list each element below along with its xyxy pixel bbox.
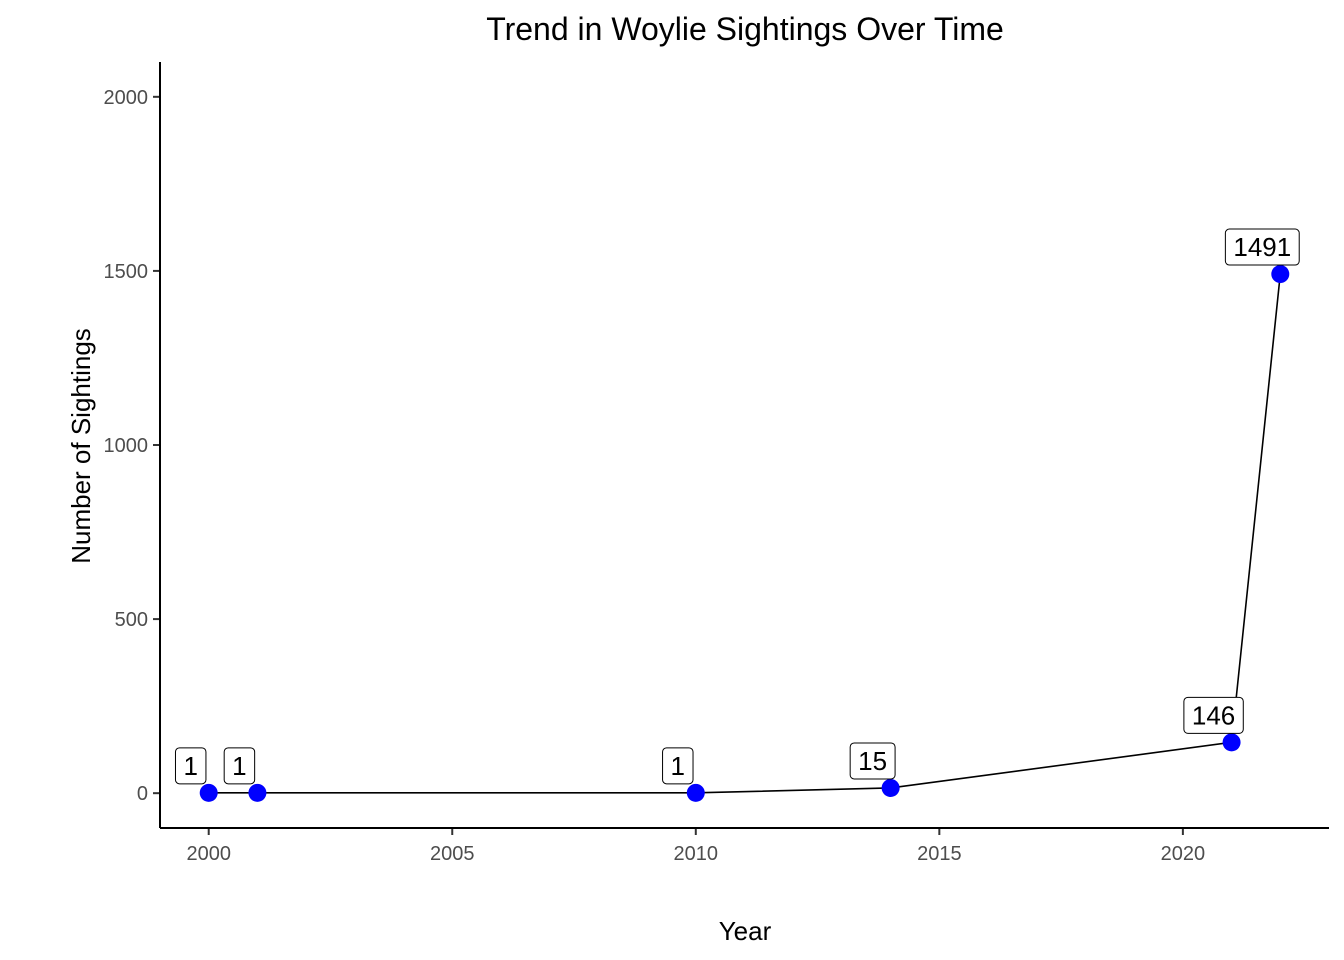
data-label: 1 xyxy=(662,747,694,785)
data-point xyxy=(248,783,267,802)
x-tick-label: 2005 xyxy=(430,843,475,865)
y-tick-label: 1500 xyxy=(104,261,149,283)
data-point xyxy=(199,783,218,802)
data-point xyxy=(1271,265,1290,284)
x-tick-label: 2015 xyxy=(917,843,962,865)
y-axis-ticks: 0 500 1000 1500 2000 xyxy=(104,87,160,805)
data-label: 1 xyxy=(174,747,207,785)
data-label-box xyxy=(223,747,256,785)
data-label-text: 1 xyxy=(183,751,197,781)
data-labels: 1 1 1 15 146 1491 xyxy=(174,228,1300,785)
y-tick-label: 0 xyxy=(137,783,148,805)
x-tick-label: 2000 xyxy=(186,843,231,865)
data-label-box xyxy=(1183,696,1244,734)
data-label-text: 1 xyxy=(671,751,685,781)
x-tick-label: 2020 xyxy=(1161,843,1206,865)
data-label: 1491 xyxy=(1224,228,1300,266)
y-tick-label: 1000 xyxy=(104,435,149,457)
data-label-text: 1491 xyxy=(1233,232,1291,262)
chart-title: Trend in Woylie Sightings Over Time xyxy=(486,11,1004,47)
y-axis-title: Number of Sightings xyxy=(66,328,96,564)
data-label-text: 1 xyxy=(232,751,246,781)
data-label-box xyxy=(849,742,896,780)
data-label-box xyxy=(1224,228,1300,266)
series-sightings xyxy=(199,265,1290,802)
data-point xyxy=(881,778,900,797)
data-label-text: 146 xyxy=(1192,700,1235,730)
data-label: 146 xyxy=(1183,696,1244,734)
data-point xyxy=(1222,733,1241,752)
series-line xyxy=(208,273,1282,794)
y-tick-label: 500 xyxy=(115,609,148,631)
data-label-text: 15 xyxy=(858,746,887,776)
x-tick-label: 2010 xyxy=(674,843,719,865)
data-point xyxy=(686,783,705,802)
y-tick-label: 2000 xyxy=(104,87,149,109)
data-label: 15 xyxy=(849,742,896,780)
data-label-box xyxy=(662,747,694,785)
x-axis-ticks: 2000 2005 2010 2015 2020 xyxy=(186,828,1205,865)
data-label-box xyxy=(174,747,207,785)
x-axis-title: Year xyxy=(719,916,772,946)
data-label: 1 xyxy=(223,747,256,785)
